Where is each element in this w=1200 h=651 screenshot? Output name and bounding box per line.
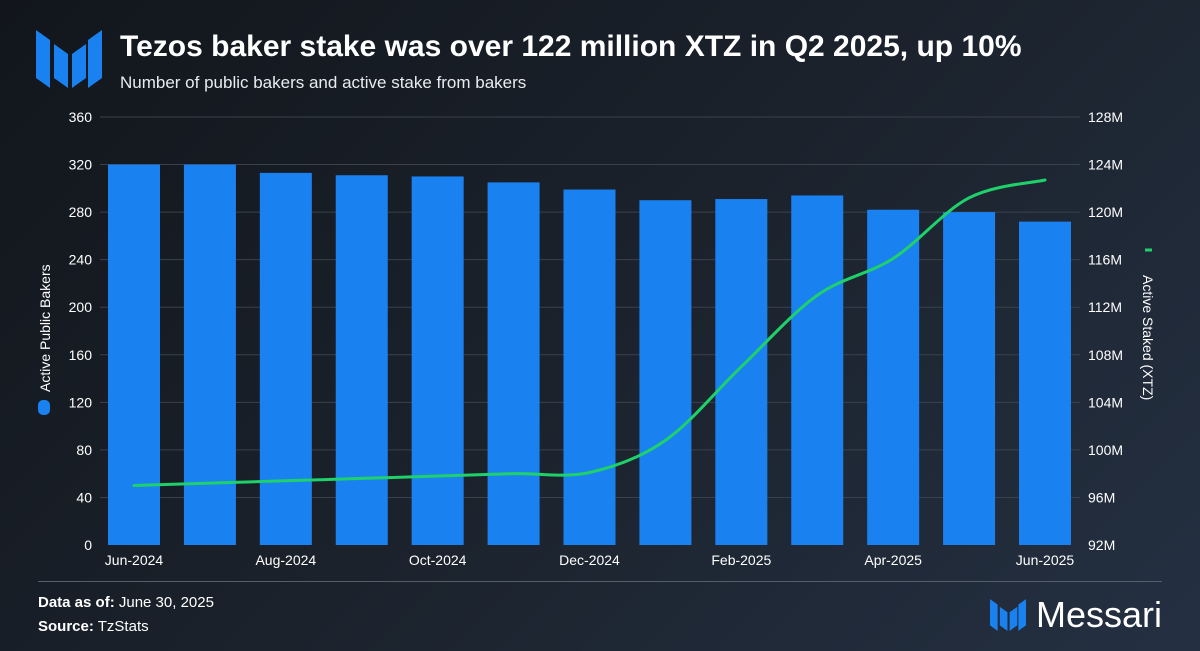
bar — [563, 189, 616, 545]
bar — [639, 200, 692, 545]
brand-name: Messari — [1035, 594, 1162, 635]
left-axis-label: Active Public Bakers — [37, 264, 53, 392]
bar — [867, 209, 920, 545]
source: Source: TzStats — [38, 618, 149, 635]
y-tick-label: 320 — [69, 157, 93, 173]
x-tick-label: Dec-2024 — [559, 552, 620, 568]
y2-tick-label: 96M — [1088, 489, 1115, 505]
data-as-of: Data as of: June 30, 2025 — [38, 594, 214, 611]
x-tick-label: Oct-2024 — [409, 552, 467, 568]
y2-tick-label: 100M — [1088, 442, 1123, 458]
y-tick-label: 0 — [84, 537, 92, 553]
bar — [791, 195, 844, 545]
bar — [943, 212, 996, 545]
bar — [411, 176, 464, 545]
chart-subtitle: Number of public bakers and active stake… — [120, 73, 527, 92]
footer-divider — [38, 581, 1162, 582]
y2-tick-label: 116M — [1088, 252, 1122, 268]
y-tick-label: 200 — [69, 299, 93, 315]
bar — [1019, 221, 1071, 545]
source-label: Source: — [38, 618, 94, 635]
bar — [108, 164, 160, 546]
chart-title: Tezos baker stake was over 122 million X… — [120, 30, 1022, 63]
x-tick-label: Aug-2024 — [255, 552, 316, 568]
x-tick-label: Apr-2025 — [864, 552, 922, 568]
source-value: TzStats — [97, 618, 149, 635]
chart: 0 92M 40 96M 80 100M 120 104M 160 108M 200 112M 240 1… — [37, 109, 1156, 568]
y2-tick-label: 124M — [1088, 157, 1123, 173]
y-tick-label: 80 — [76, 442, 92, 458]
x-tick-label: Jun-2025 — [1016, 552, 1075, 568]
y2-tick-label: 108M — [1088, 347, 1123, 363]
active-staked-line — [132, 178, 1047, 488]
bar — [259, 172, 312, 545]
bar — [335, 175, 388, 545]
right-axis-label: Active Staked (XTZ) — [1140, 275, 1156, 400]
y2-tick-label: 128M — [1088, 109, 1123, 125]
y2-tick-label: 92M — [1088, 537, 1115, 553]
y-tick-label: 240 — [69, 252, 93, 268]
legend-bar-swatch — [38, 400, 50, 415]
x-tick-label: Jun-2024 — [105, 552, 164, 568]
y2-tick-label: 104M — [1088, 394, 1123, 410]
bar — [715, 199, 768, 546]
data-as-of-value: June 30, 2025 — [118, 594, 214, 611]
brand: Messari — [989, 594, 1162, 636]
y-tick-label: 40 — [76, 489, 92, 505]
bar — [183, 164, 236, 546]
bar — [487, 182, 540, 545]
y-tick-label: 120 — [69, 394, 93, 410]
y2-tick-label: 120M — [1088, 204, 1123, 220]
y-tick-label: 360 — [69, 109, 93, 125]
y-tick-label: 280 — [69, 204, 93, 220]
messari-brand-icon — [989, 599, 1026, 631]
y2-tick-label: 112M — [1088, 299, 1122, 315]
y-tick-label: 160 — [69, 347, 93, 363]
messari-logo-icon — [36, 30, 102, 88]
x-tick-label: Feb-2025 — [711, 552, 771, 568]
data-as-of-label: Data as of: — [38, 594, 115, 611]
